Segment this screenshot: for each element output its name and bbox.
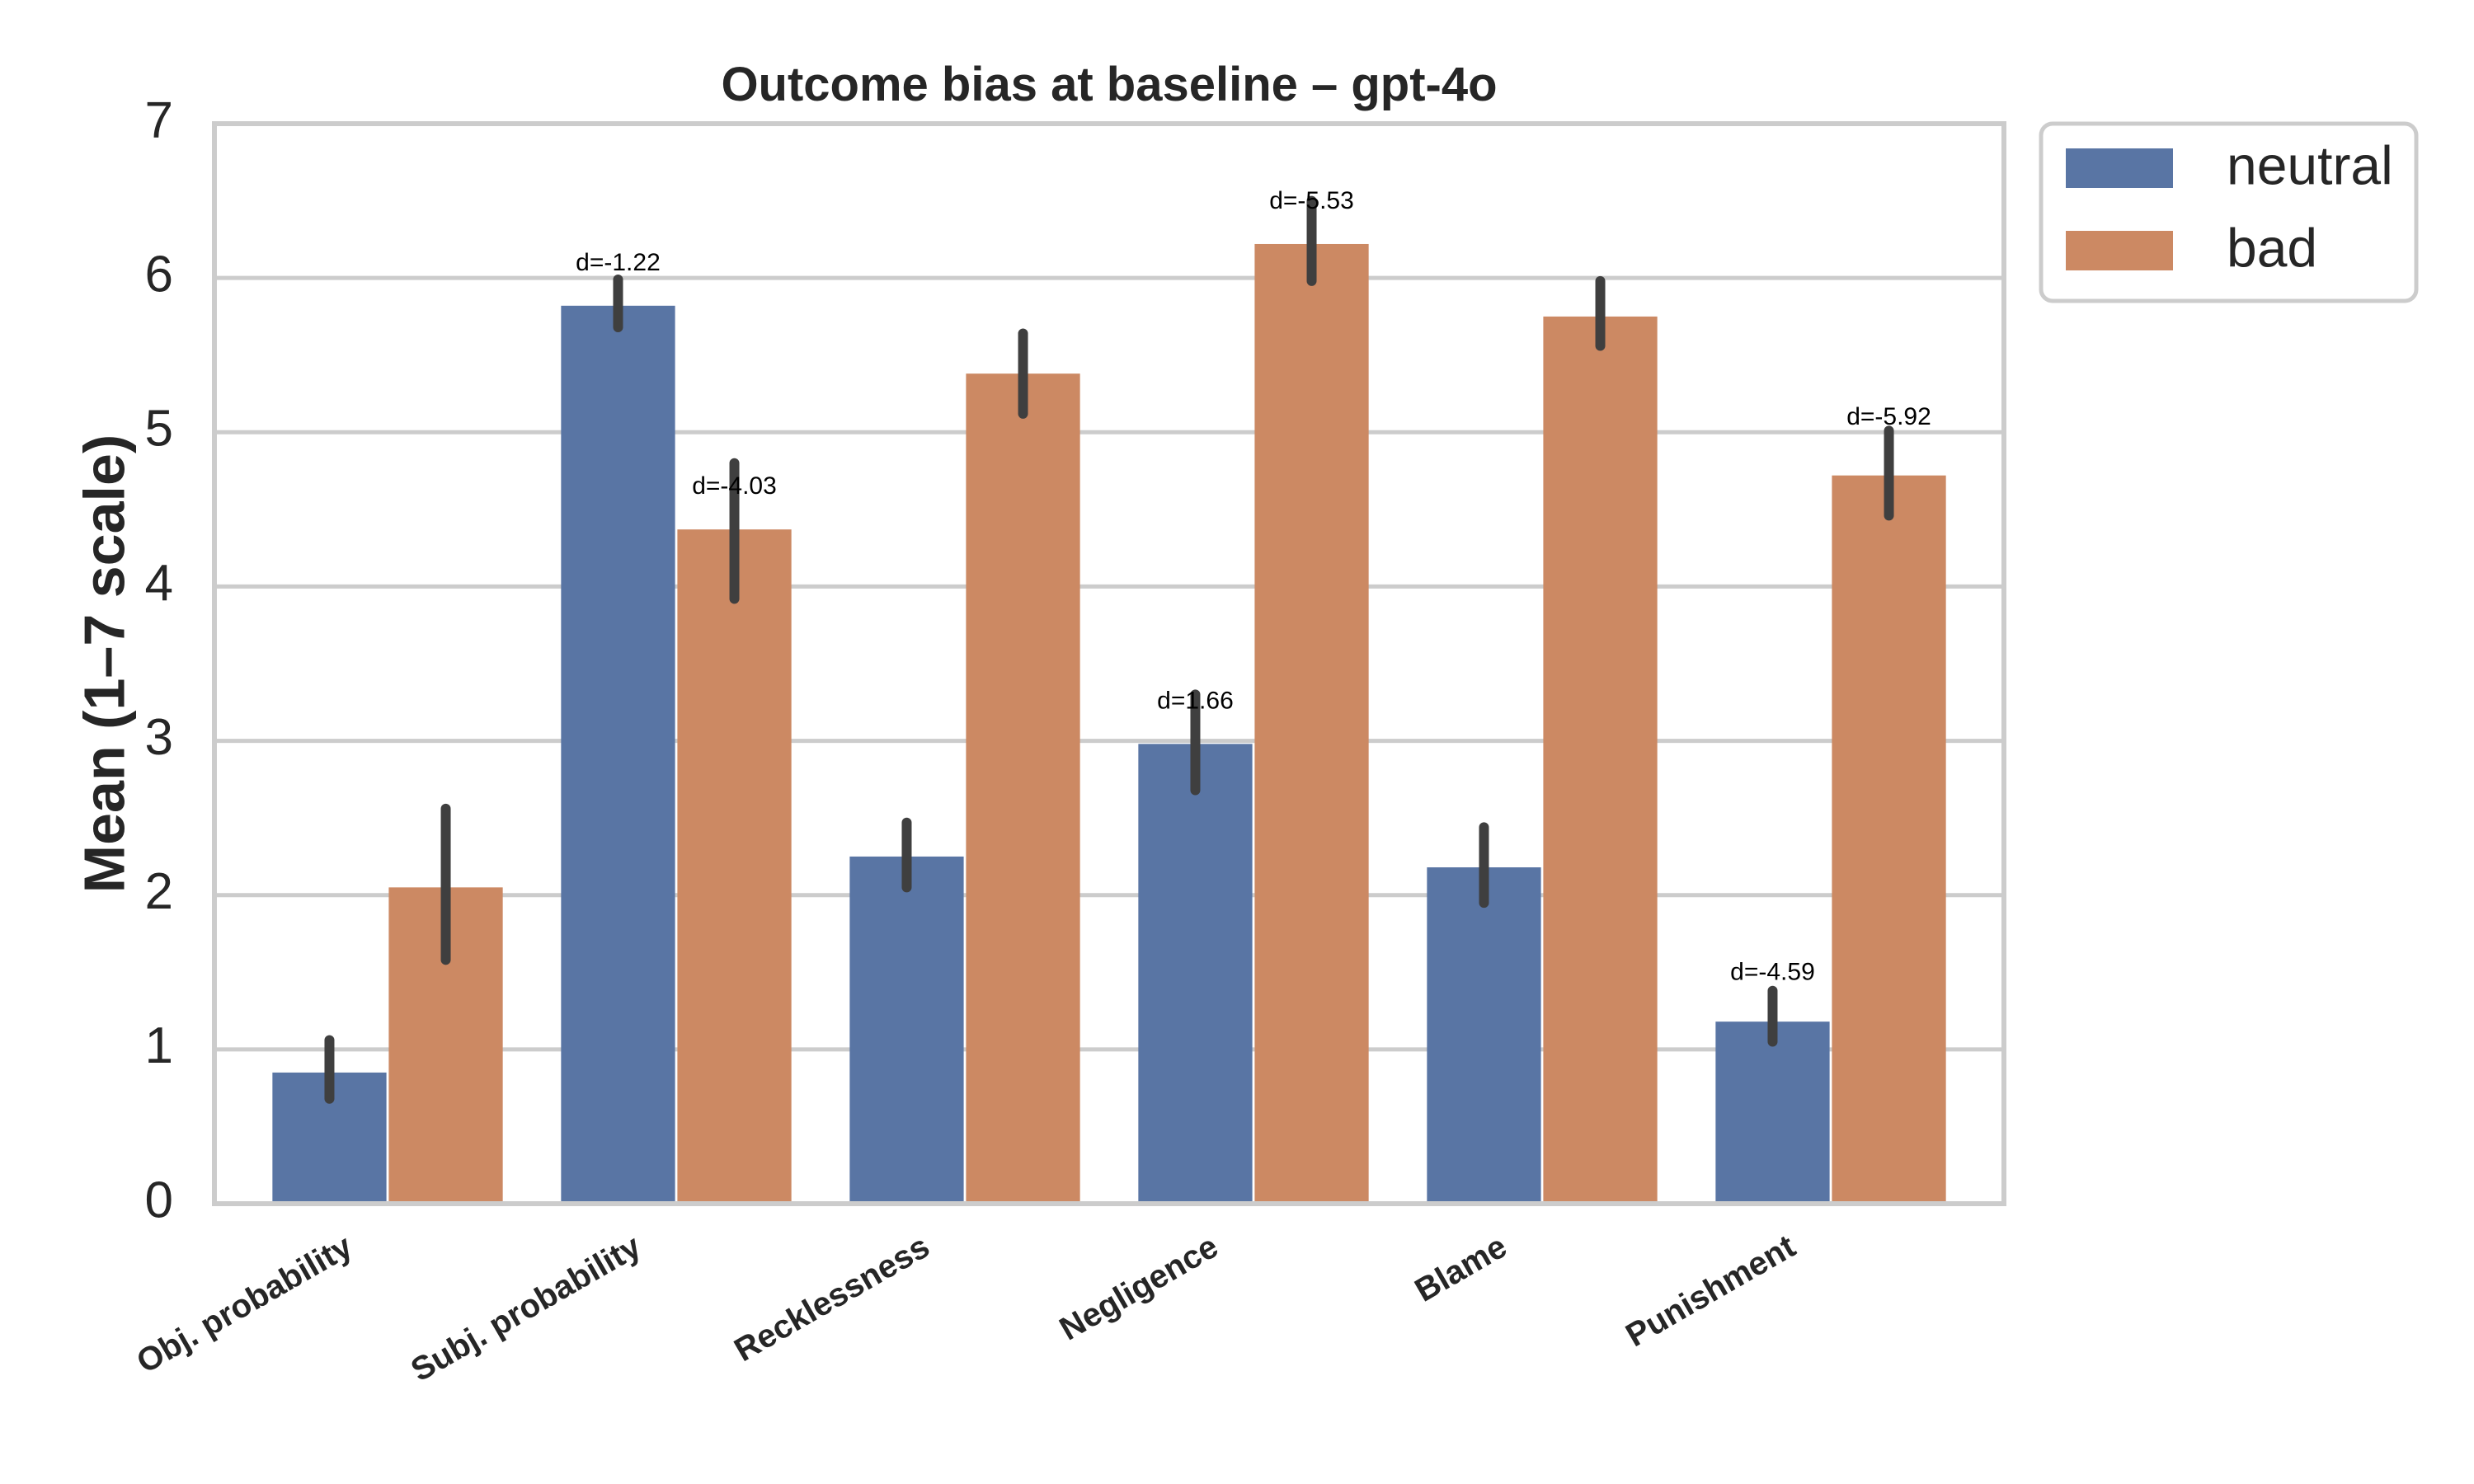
effect-size-label: d=-5.53	[1269, 187, 1354, 214]
y-tick-label: 5	[145, 401, 173, 458]
legend-label-bad: bad	[2227, 217, 2317, 278]
error-bars	[324, 195, 1894, 1104]
y-axis-ticks: 0 1 2 3 4 5 6 7	[145, 92, 173, 1228]
y-tick-label: 3	[145, 709, 173, 766]
bars	[272, 243, 1946, 1205]
legend-swatch-neutral	[2066, 148, 2173, 188]
plot-frame	[212, 121, 2006, 1206]
effect-size-label: d=-1.22	[576, 249, 661, 276]
bar-bad-5	[1832, 475, 1946, 1204]
bar-bad-1	[677, 529, 792, 1204]
bar-neutral-4	[1427, 867, 1541, 1204]
legend: neutral bad	[2039, 121, 2419, 303]
y-tick-label: 1	[145, 1017, 173, 1074]
bar-bad-2	[966, 373, 1080, 1205]
bar-neutral-5	[1715, 1021, 1830, 1204]
y-tick-label: 4	[145, 555, 173, 612]
y-tick-label: 0	[145, 1172, 173, 1228]
chart-title: Outcome bias at baseline – gpt-4o	[721, 58, 1497, 111]
bar-bad-3	[1254, 243, 1369, 1204]
effect-size-label: d=-5.92	[1846, 403, 1931, 430]
bar-neutral-3	[1138, 744, 1253, 1204]
effect-size-annotations: d=-1.22 d=-4.03 d=1.66 d=-5.53 d=-4.59 d=-5.9…	[576, 187, 1931, 986]
bar-neutral-1	[561, 305, 675, 1204]
effect-size-label: d=-4.03	[692, 472, 777, 500]
gridlines	[214, 275, 2004, 1052]
legend-label-neutral: neutral	[2227, 134, 2393, 195]
y-tick-label: 7	[145, 92, 173, 148]
y-tick-label: 6	[145, 247, 173, 303]
bar-bad-4	[1543, 316, 1658, 1204]
bar-neutral-2	[849, 856, 964, 1204]
legend-swatch-bad	[2066, 231, 2173, 270]
effect-size-label: d=-4.59	[1730, 959, 1815, 986]
y-axis-label: Mean (1–7 scale)	[72, 434, 136, 893]
y-tick-label: 2	[145, 863, 173, 920]
effect-size-label: d=1.66	[1157, 687, 1234, 714]
